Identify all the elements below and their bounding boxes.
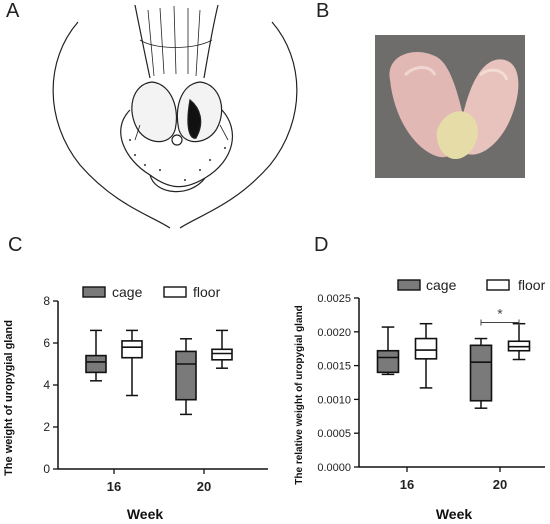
y-tick-label: 0.0005 [317,428,351,440]
legend-label-floor: floor [193,284,221,300]
x-tick-label: 16 [400,477,414,492]
box-iqr [175,350,197,401]
box-cage-16 [85,329,107,382]
box-iqr [469,344,493,402]
box-floor-16 [414,322,438,389]
y-tick-label: 0.0020 [317,327,351,339]
y-axis: 0.0000 0.0005 0.0010 0.0015 0.0020 0.0025 [317,293,360,474]
legend-swatch-floor [163,286,187,298]
legend-swatch-floor [486,279,510,291]
y-tick-label: 4 [43,378,50,392]
panel-letter-a: A [6,0,20,22]
legend: cage floor [397,277,546,293]
y-tick-label: 0.0015 [317,361,351,373]
x-axis-title: Week [436,506,473,522]
y-tick-label: 0.0000 [317,462,351,474]
box-iqr [376,349,400,374]
box-cage-16 [376,326,400,376]
legend-label-floor: floor [518,277,546,293]
x-tick-label: 20 [493,477,507,492]
uropygial-gland-drawing [52,4,298,229]
y-tick-label: 0.0025 [317,293,351,305]
legend-swatch-cage [397,279,421,291]
y-tick-label: 0.0010 [317,394,351,406]
box-floor-16 [121,329,143,397]
box-floor-20 [507,322,531,361]
legend: cage floor [82,284,221,300]
box-floor-20 [211,329,233,369]
box-iqr [211,348,233,361]
legend-label-cage: cage [112,284,143,300]
y-axis: 0 2 4 6 8 [43,294,59,476]
y-tick-label: 2 [43,420,50,434]
panel-letter-d: D [314,234,329,256]
y-tick-label: 8 [43,294,50,308]
y-tick-label: 6 [43,336,50,350]
y-axis-title: The relative weight of uropygial gland [294,305,305,484]
x-tick-label: 16 [107,479,121,494]
panel-letter-b: B [316,0,330,22]
legend-label-cage: cage [426,277,457,293]
y-tick-label: 0 [43,462,50,476]
y-axis-title: The weight of uropygial gland [3,320,15,476]
box-iqr [85,354,107,374]
uropygial-gland-photo [375,35,525,178]
legend-swatch-cage [82,286,106,298]
box-iqr [121,340,143,359]
x-axis: 16 20 [58,468,268,494]
panel-letter-c: C [8,234,23,256]
x-tick-label: 20 [197,479,211,494]
box-iqr [414,337,438,360]
x-axis: 16 20 [359,466,545,492]
significance-marker: * [497,306,503,322]
x-axis-title: Week [127,506,164,522]
box-cage-20 [175,338,197,416]
box-cage-20 [469,337,493,409]
